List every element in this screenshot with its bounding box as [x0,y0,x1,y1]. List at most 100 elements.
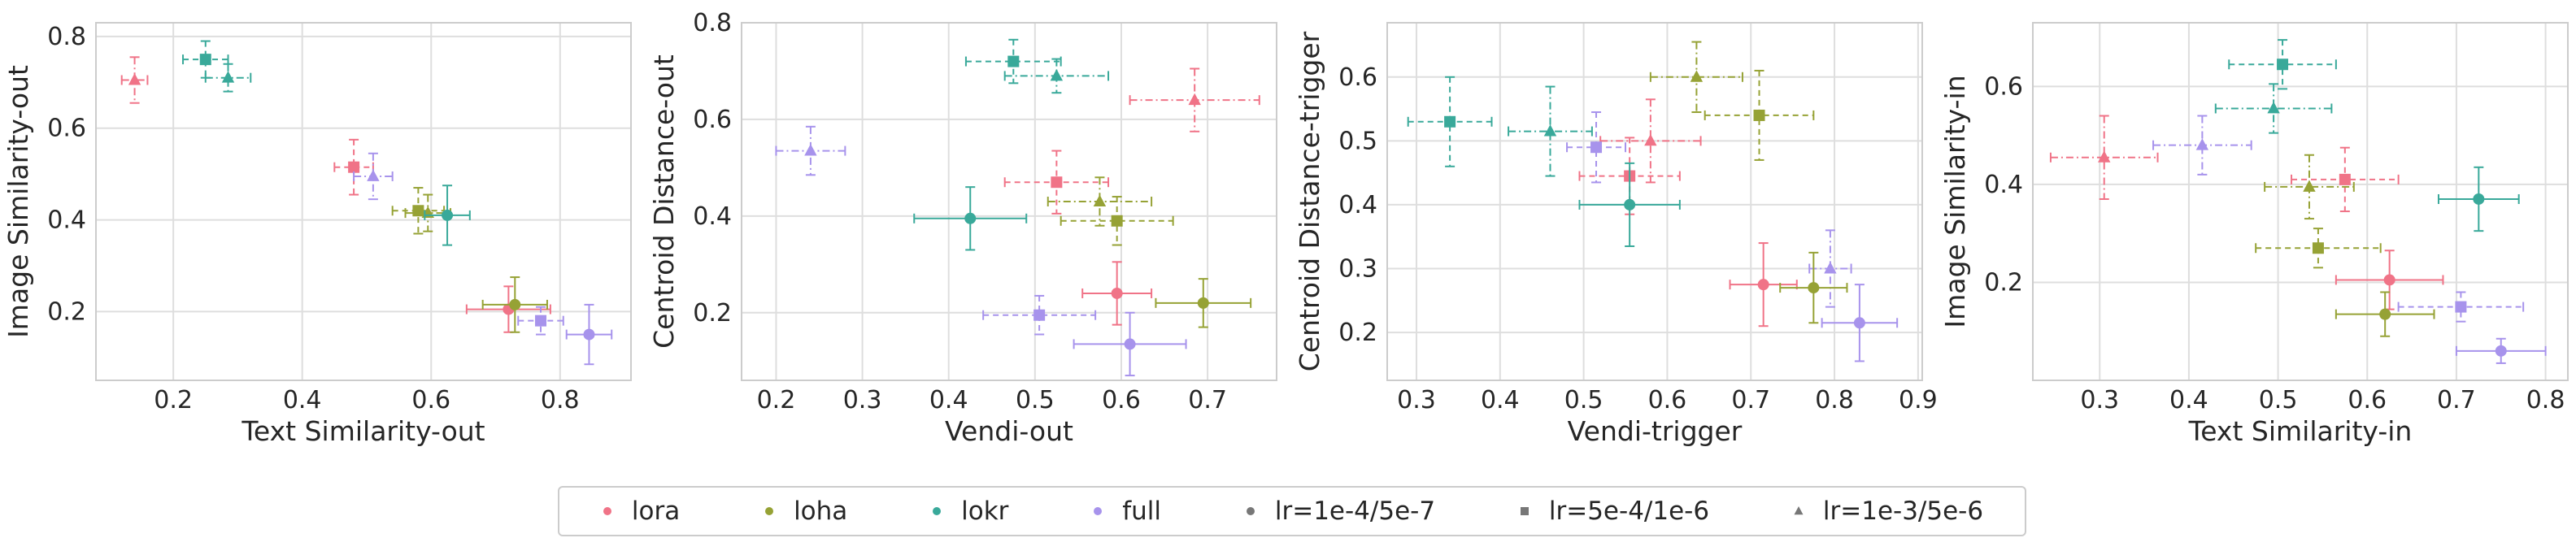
x-tick-label: 0.3 [1397,386,1436,414]
data-point [2264,154,2355,220]
point-marker [1051,176,1063,189]
point-marker [2383,274,2395,286]
y-axis-label: Image Similarity-in [1939,75,1971,328]
data-point [775,125,846,176]
point-marker [2195,138,2209,150]
data-point [964,38,1062,85]
data-point [1060,196,1174,246]
legend-marker [1794,506,1804,515]
point-marker [1050,69,1064,81]
point-marker [2098,150,2111,163]
panel-2: 0.2 0.3 0.4 0.5 0.6 0.7 0.2 0.4 0.6 0.8 Vendi-out C… [648,9,1277,447]
point-marker [1033,309,1046,321]
point-marker [1444,115,1456,128]
point-marker [1690,70,1704,82]
y-tick-label: 0.2 [47,297,86,326]
point-marker [1757,279,1769,291]
data-point [120,56,149,104]
y-tick-label: 0.4 [47,206,86,235]
y-tick-label: 0.6 [1338,63,1377,92]
data-point [1073,311,1187,377]
data-point [1508,85,1593,177]
point-marker [2455,301,2467,313]
x-tick-label: 0.6 [1102,386,1141,414]
legend-marker [1246,507,1255,515]
point-marker [1007,55,1020,67]
point-marker [2339,173,2351,185]
legend-item: full [1091,497,1161,526]
x-tick-label: 0.6 [411,386,450,414]
point-marker [1111,287,1123,299]
legend-item: lokr [930,497,1008,526]
data-point [2455,337,2547,364]
data-point [517,306,564,336]
data-point [913,186,1028,251]
point-marker [412,205,424,217]
y-axis-label: Centroid Distance-trigger [1294,31,1325,371]
legend-marker [603,507,611,515]
x-axis-label: Vendi-out [945,415,1073,447]
data-point [1566,111,1627,184]
plot-frame [741,22,1277,381]
point-marker [1124,338,1136,350]
point-marker [348,161,360,173]
x-tick-label: 0.4 [283,386,322,414]
legend-label: lr=5e-4/1e-6 [1548,497,1710,526]
point-marker [2495,345,2507,357]
data-point [204,63,252,93]
legend-swatch [1520,507,1529,515]
data-point [1729,242,1798,328]
x-tick-label: 0.5 [1016,386,1055,414]
point-marker [1543,124,1557,137]
point-marker [2379,308,2391,320]
point-marker [804,144,817,156]
data-point [1046,176,1153,227]
point-marker [1753,109,1765,121]
x-tick-label: 0.5 [1564,386,1603,414]
data-point [1003,58,1110,94]
point-marker [1111,215,1123,227]
x-axis-label: Text Similarity-in [2188,415,2413,447]
legend-marker [1520,507,1529,515]
y-tick-label: 0.2 [1984,268,2023,297]
x-tick-label: 0.8 [1815,386,1854,414]
point-marker [1624,198,1636,210]
point-marker [199,54,211,66]
point-marker [1197,297,1209,309]
legend-swatch [1246,507,1255,515]
point-marker [1188,93,1201,106]
legend-swatch [1794,506,1804,515]
data-point [2255,228,2382,269]
point-marker [964,212,977,224]
point-marker [1824,262,1837,274]
data-point [1779,251,1848,324]
legend-item: lr=5e-4/1e-6 [1518,497,1709,526]
data-point [1407,76,1493,167]
x-tick-label: 0.4 [2169,386,2208,414]
point-marker [1590,141,1603,154]
point-marker [367,169,380,181]
legend-item: lr=1e-3/5e-6 [1792,497,1983,526]
legend-item: lora [601,497,680,526]
point-marker [2267,102,2280,114]
legend-label: full [1122,497,1162,526]
y-tick-label: 0.4 [1338,191,1377,219]
data-point [481,276,548,333]
legend-label: lora [631,497,681,526]
legend-marker [933,507,942,515]
legend-label: lr=1e-4/5e-7 [1274,497,1436,526]
legend-swatch [933,507,942,515]
y-tick-label: 0.5 [1338,127,1377,155]
panel-1: 0.2 0.4 0.6 0.8 0.2 0.4 0.6 0.8 Text Similarity-… [2,22,632,447]
legend-label: lokr [961,497,1009,526]
data-point [1129,67,1260,132]
y-tick-label: 0.4 [1984,171,2023,199]
point-marker [2303,180,2316,192]
x-tick-label: 0.8 [2526,386,2565,414]
data-point [2049,115,2159,200]
data-point [982,294,1097,336]
legend-label: loha [794,497,848,526]
x-tick-label: 0.3 [843,386,882,414]
